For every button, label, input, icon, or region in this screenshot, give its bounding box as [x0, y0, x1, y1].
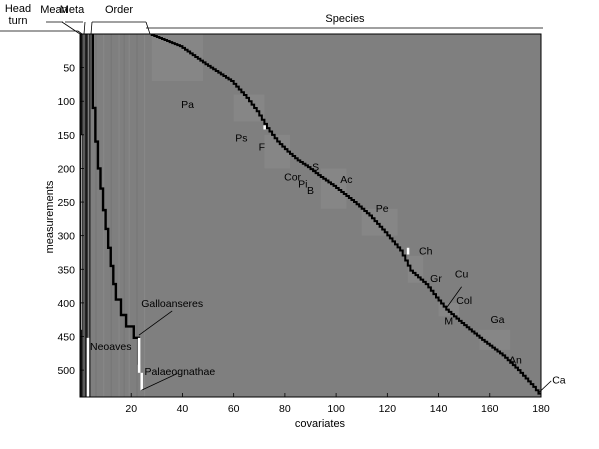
annotation-label: Palaeognathae: [145, 366, 216, 378]
annotation-label: Pi: [298, 178, 307, 190]
order-stripe: [118, 34, 120, 397]
annotation-label: An: [509, 354, 522, 366]
heatmap-background: [80, 34, 541, 397]
group-header-label: Head turn: [5, 3, 31, 27]
species-block: [479, 329, 511, 350]
x-tick-label: 20: [125, 403, 137, 415]
head-turn-streak: [81, 134, 83, 330]
order-stripe: [110, 34, 112, 397]
group-header-label: Mean: [40, 4, 68, 16]
annotation-label: Neoaves: [90, 341, 131, 353]
annotation-label: M: [444, 315, 453, 327]
species-block: [320, 168, 347, 209]
annotation-label: Galloanseres: [141, 298, 203, 310]
annotation-label: Ga: [490, 314, 504, 326]
annotation-label: B: [307, 185, 314, 197]
x-tick-label: 60: [228, 403, 240, 415]
plot-frame: [79, 33, 542, 398]
annotation-label: S: [312, 161, 319, 173]
x-tick-label: 80: [279, 403, 291, 415]
order-stripe: [136, 34, 138, 397]
annotation-leader: [141, 373, 178, 391]
y-tick-label: 350: [57, 264, 75, 276]
group-header-label: Order: [105, 4, 133, 16]
annotation-label: F: [259, 141, 265, 153]
highlight-mark: [137, 337, 141, 373]
group-header-connector: [145, 21, 151, 35]
y-tick-label: 50: [63, 63, 75, 75]
order-staircase: [91, 34, 141, 365]
y-tick-label: 500: [57, 365, 75, 377]
y-tick-label: 200: [57, 163, 75, 175]
group-header-label: Species: [325, 13, 365, 25]
y-tick-label: 300: [57, 231, 75, 243]
y-tick-label: 150: [57, 130, 75, 142]
axes: 20 40 60 80 100 120 140 160 180 50 100 150 200 250 300…: [57, 33, 550, 415]
x-axis-label: covariates: [295, 418, 346, 430]
highlight-mark: [86, 337, 90, 397]
annotation-label: Ac: [340, 174, 352, 186]
order-stripe: [103, 34, 105, 397]
y-axis-label: measurements: [44, 180, 56, 253]
order-stripe: [128, 34, 130, 397]
group-header-connector: [61, 21, 81, 35]
group-header-connector: [90, 21, 93, 35]
highlight-mark: [140, 372, 143, 391]
highlight-mark: [263, 125, 266, 130]
x-tick-label: 180: [532, 403, 550, 415]
y-tick-label: 400: [57, 298, 75, 310]
y-tick-label: 100: [57, 96, 75, 108]
order-stripe: [95, 34, 97, 397]
x-tick-label: 120: [379, 403, 397, 415]
mean-column: [82, 34, 86, 397]
x-tick-label: 140: [430, 403, 448, 415]
annotation-label: Cu: [455, 268, 469, 280]
order-stripe: [123, 34, 125, 397]
y-tick-label: 250: [57, 197, 75, 209]
order-stripe: [144, 34, 146, 397]
species-block: [407, 255, 424, 283]
annotation-label: Pa: [181, 99, 194, 111]
annotation-label: Ch: [419, 245, 433, 257]
x-tick-label: 160: [481, 403, 499, 415]
species-diagonal: [150, 34, 541, 395]
meta-column: [85, 34, 88, 397]
annotation-label: Pe: [376, 203, 389, 215]
annotation-leader: [138, 310, 173, 336]
x-tick-label: 100: [327, 403, 345, 415]
highlight-mark: [406, 247, 410, 255]
annotation-label: Col: [456, 295, 472, 307]
annotation-label: Ca: [552, 375, 566, 387]
annotation-label: Ps: [235, 133, 247, 145]
group-header-label: Meta: [60, 4, 85, 16]
annotation-label: Gr: [430, 273, 442, 285]
annotation-label: Cor: [284, 172, 301, 184]
meta-column-2: [89, 34, 91, 397]
x-tick-label: 40: [177, 403, 189, 415]
y-tick-label: 450: [57, 332, 75, 344]
group-header-connector: [83, 21, 86, 35]
annotation-leader: [445, 286, 462, 309]
